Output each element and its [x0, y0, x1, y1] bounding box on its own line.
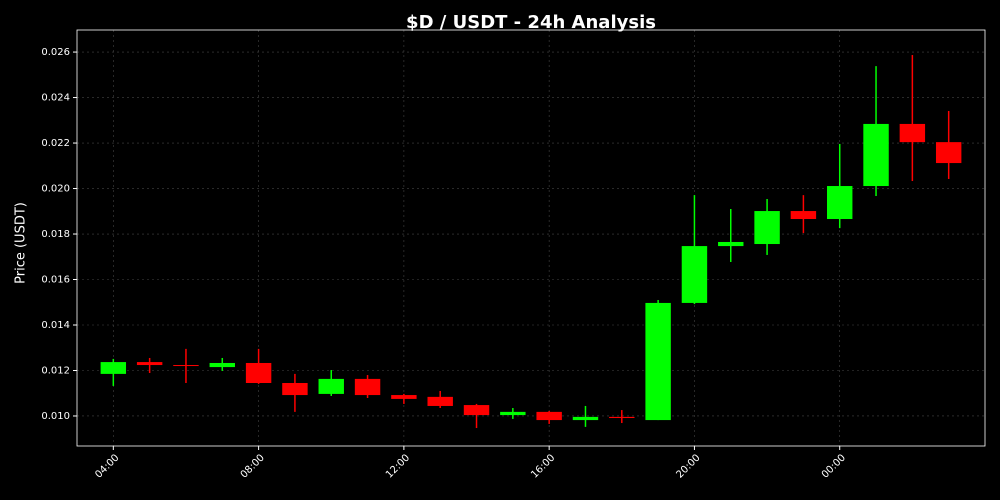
candle-body — [645, 302, 671, 421]
candle-body — [935, 142, 962, 164]
candle-body — [899, 123, 926, 143]
y-tick-label: 0.012 — [41, 365, 70, 376]
candle-body — [136, 362, 163, 366]
candle-body — [282, 382, 308, 396]
candle-body — [463, 405, 490, 416]
y-tick-label: 0.014 — [41, 320, 70, 331]
candle-body — [391, 395, 417, 399]
y-tick-label: 0.024 — [41, 93, 70, 104]
y-tick-label: 0.016 — [41, 275, 70, 286]
candle-body — [427, 396, 453, 406]
y-tick-label: 0.010 — [41, 411, 70, 422]
candle-body — [790, 211, 817, 220]
candle-body — [173, 365, 199, 367]
y-tick-label: 0.020 — [41, 184, 70, 195]
candle-body — [609, 416, 635, 419]
candle-body — [754, 211, 780, 245]
candle-body — [500, 411, 526, 416]
y-tick-label: 0.022 — [41, 138, 70, 149]
candle-body — [318, 378, 344, 394]
candle-body — [827, 186, 853, 220]
y-axis-label: Price (USDT) — [14, 202, 29, 284]
plot-frame — [76, 29, 986, 447]
candle-body — [572, 416, 599, 421]
candle-body — [354, 378, 381, 396]
y-tick-label: 0.018 — [41, 229, 70, 240]
candle-body — [536, 411, 562, 421]
candle-body — [245, 362, 272, 383]
candle-body — [718, 241, 744, 247]
chart-title: $D / USDT - 24h Analysis — [406, 12, 656, 33]
candle-body — [100, 362, 127, 374]
candle-body — [209, 362, 235, 368]
candle-body — [681, 246, 708, 303]
y-tick-label: 0.026 — [41, 47, 70, 58]
candle-body — [863, 123, 889, 187]
